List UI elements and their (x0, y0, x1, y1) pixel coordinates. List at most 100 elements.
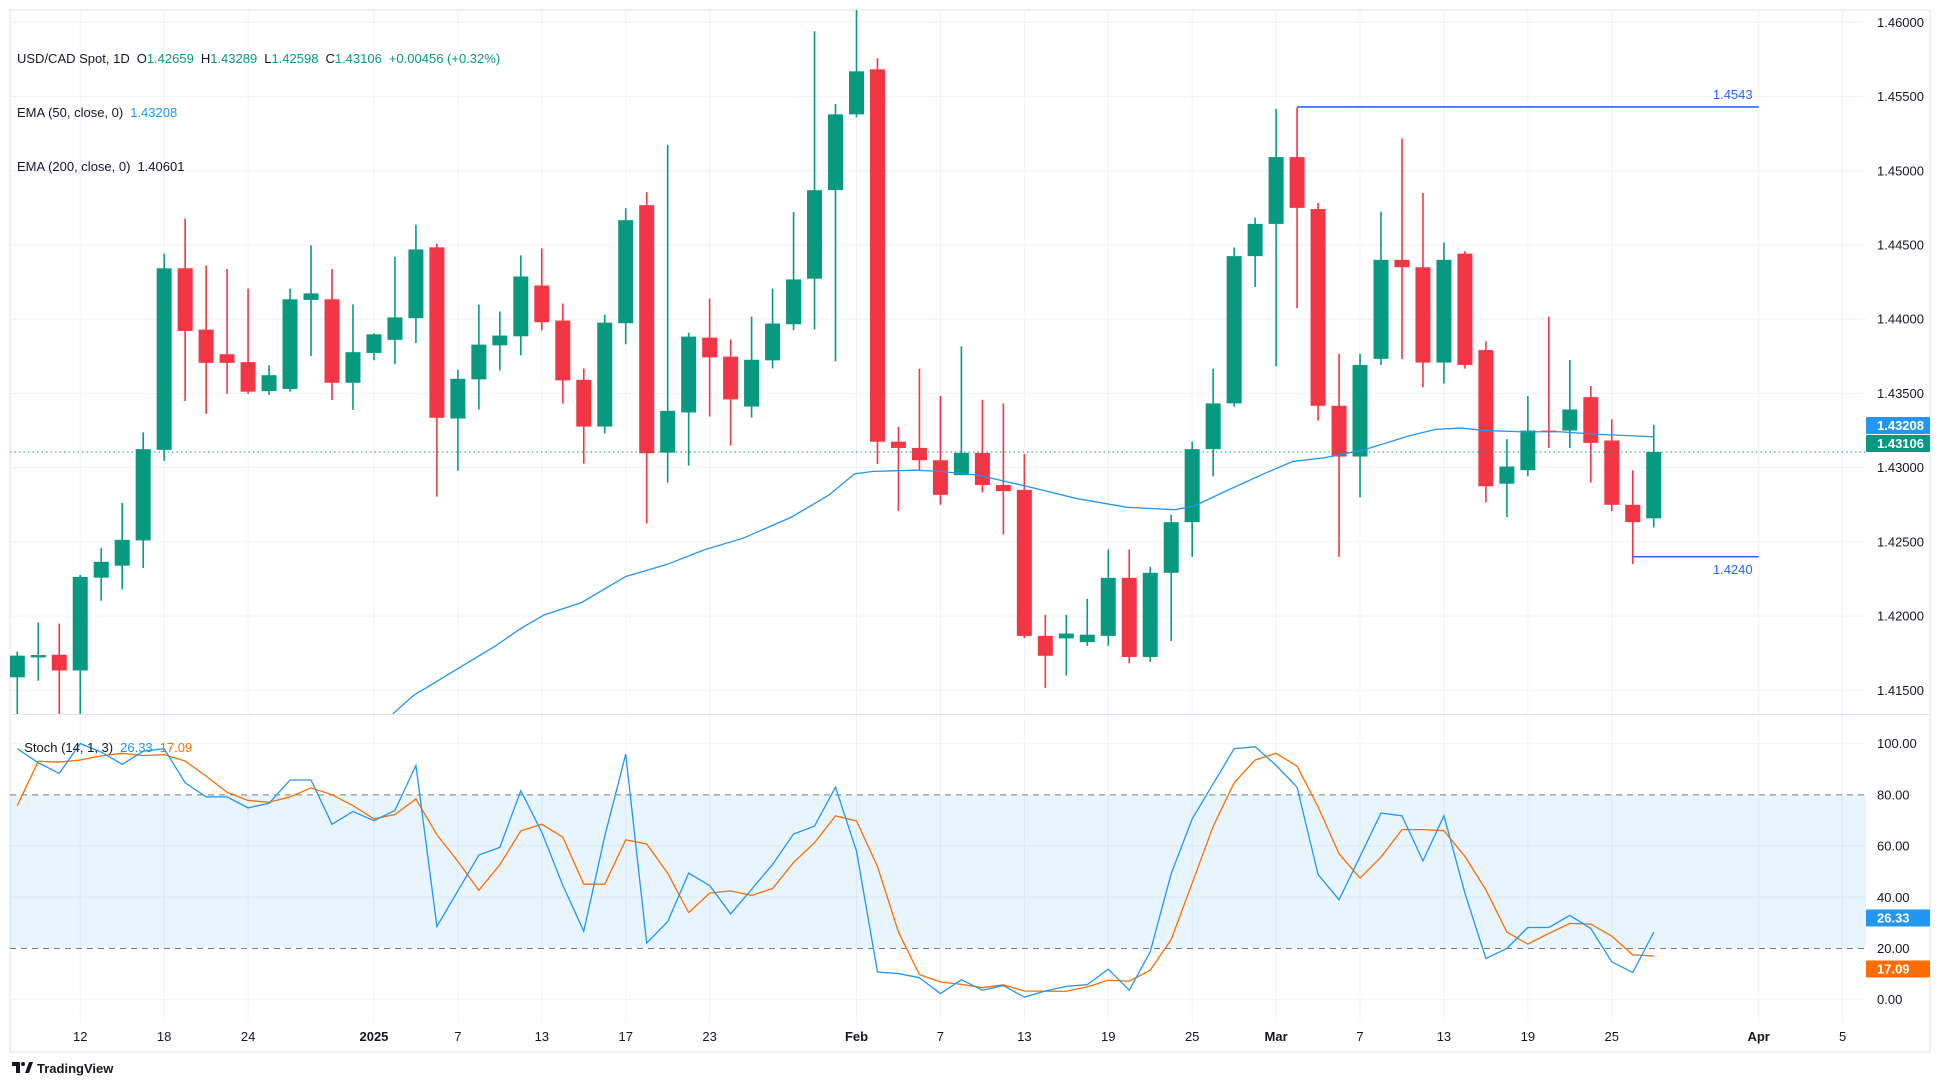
stoch-legend[interactable]: Stoch (14, 1, 3) 26.33 17.09 (17, 721, 192, 757)
price-axis-tick: 1.45500 (1877, 89, 1924, 104)
candle[interactable] (807, 31, 823, 330)
candle[interactable] (303, 245, 319, 357)
candle[interactable] (765, 288, 781, 369)
candle[interactable] (1373, 211, 1389, 365)
price-axis-tick: 1.45000 (1877, 163, 1924, 178)
candle-body (408, 249, 424, 319)
stoch-pane[interactable] (16, 742, 1655, 998)
candle[interactable] (953, 346, 969, 476)
candle[interactable] (72, 574, 88, 720)
candle[interactable] (555, 303, 571, 404)
candle[interactable] (618, 208, 634, 345)
candle[interactable] (1646, 424, 1662, 528)
candle[interactable] (1289, 107, 1305, 309)
candle[interactable] (492, 311, 508, 371)
candle[interactable] (1247, 217, 1263, 288)
candle[interactable] (828, 103, 844, 362)
candle[interactable] (1079, 598, 1095, 646)
candle[interactable] (1499, 439, 1515, 518)
candle[interactable] (1016, 454, 1032, 639)
candle[interactable] (429, 243, 445, 497)
time-axis-tick: 25 (1185, 1029, 1199, 1044)
stoch-band-fill (10, 794, 1866, 949)
candle[interactable] (1037, 614, 1053, 688)
candle[interactable] (1310, 202, 1326, 421)
candle[interactable] (10, 651, 25, 720)
candle[interactable] (345, 304, 361, 410)
candle[interactable] (995, 403, 1011, 535)
candle[interactable] (597, 314, 613, 434)
candle[interactable] (1394, 138, 1410, 359)
candle-body (1163, 522, 1179, 573)
candle[interactable] (1184, 441, 1200, 557)
candle[interactable] (198, 265, 214, 414)
candle[interactable] (156, 253, 172, 461)
candle[interactable] (219, 269, 235, 394)
candle[interactable] (890, 426, 906, 512)
candle[interactable] (177, 218, 193, 402)
candle[interactable] (639, 192, 655, 524)
candle[interactable] (1562, 360, 1578, 448)
candle[interactable] (114, 503, 130, 590)
candle[interactable] (282, 288, 298, 392)
time-axis-tick: 13 (1437, 1029, 1451, 1044)
candle[interactable] (849, 0, 864, 118)
candle[interactable] (534, 248, 550, 331)
candle[interactable] (513, 255, 529, 356)
candle-body (240, 362, 256, 392)
candle[interactable] (1163, 514, 1179, 641)
candle[interactable] (723, 339, 739, 446)
candle[interactable] (1352, 353, 1368, 498)
time-axis-tick: Apr (1747, 1029, 1769, 1044)
symbol-legend-row[interactable]: USD/CAD Spot, 1D O1.42659 H1.43289 L1.42598… (17, 50, 500, 68)
candle[interactable] (1142, 566, 1158, 662)
candle[interactable] (660, 144, 676, 483)
candle-body (932, 460, 948, 495)
candle-body (890, 441, 906, 448)
time-axis-tick: Mar (1265, 1029, 1288, 1044)
candle[interactable] (324, 269, 340, 400)
candle-body (1625, 504, 1641, 523)
candle[interactable] (786, 212, 802, 331)
candle[interactable] (1436, 242, 1452, 384)
candle-body (1310, 209, 1326, 406)
candle[interactable] (366, 333, 382, 361)
candle[interactable] (1625, 470, 1641, 565)
candle[interactable] (1268, 108, 1284, 367)
candle[interactable] (261, 365, 277, 395)
candle[interactable] (1100, 549, 1116, 646)
candle[interactable] (1415, 193, 1431, 388)
candle-body (93, 561, 109, 578)
candle[interactable] (471, 304, 487, 410)
candle[interactable] (702, 298, 718, 417)
candle[interactable] (1520, 395, 1536, 477)
candle[interactable] (93, 547, 109, 601)
candle[interactable] (1457, 251, 1473, 369)
candle[interactable] (30, 622, 46, 681)
candle[interactable] (450, 369, 466, 471)
candle[interactable] (1058, 614, 1074, 676)
candle[interactable] (1205, 368, 1221, 477)
candle[interactable] (576, 368, 592, 464)
candle[interactable] (387, 256, 403, 365)
candle[interactable] (240, 288, 256, 394)
candle[interactable] (135, 432, 151, 569)
candle[interactable] (1226, 247, 1242, 407)
stoch-axis-tick: 20.00 (1877, 941, 1910, 956)
candle[interactable] (408, 224, 424, 343)
candle[interactable] (681, 332, 697, 466)
ema200-legend-row[interactable]: EMA (200, close, 0) 1.40601 (17, 158, 500, 176)
candle[interactable] (869, 58, 885, 464)
candle[interactable] (932, 395, 948, 505)
price-pane[interactable]: 1.4543 1.4240 (10, 0, 1866, 720)
candle[interactable] (1478, 341, 1494, 503)
candle[interactable] (1121, 549, 1137, 664)
last-price-badge: 1.43106 (1866, 435, 1930, 452)
time-axis-tick: 24 (241, 1029, 255, 1044)
candle[interactable] (911, 368, 927, 471)
tradingview-logo[interactable]: TradingView (12, 1061, 114, 1076)
ema50-legend-row[interactable]: EMA (50, close, 0) 1.43208 (17, 104, 500, 122)
candle[interactable] (51, 623, 67, 720)
candle[interactable] (744, 316, 760, 418)
